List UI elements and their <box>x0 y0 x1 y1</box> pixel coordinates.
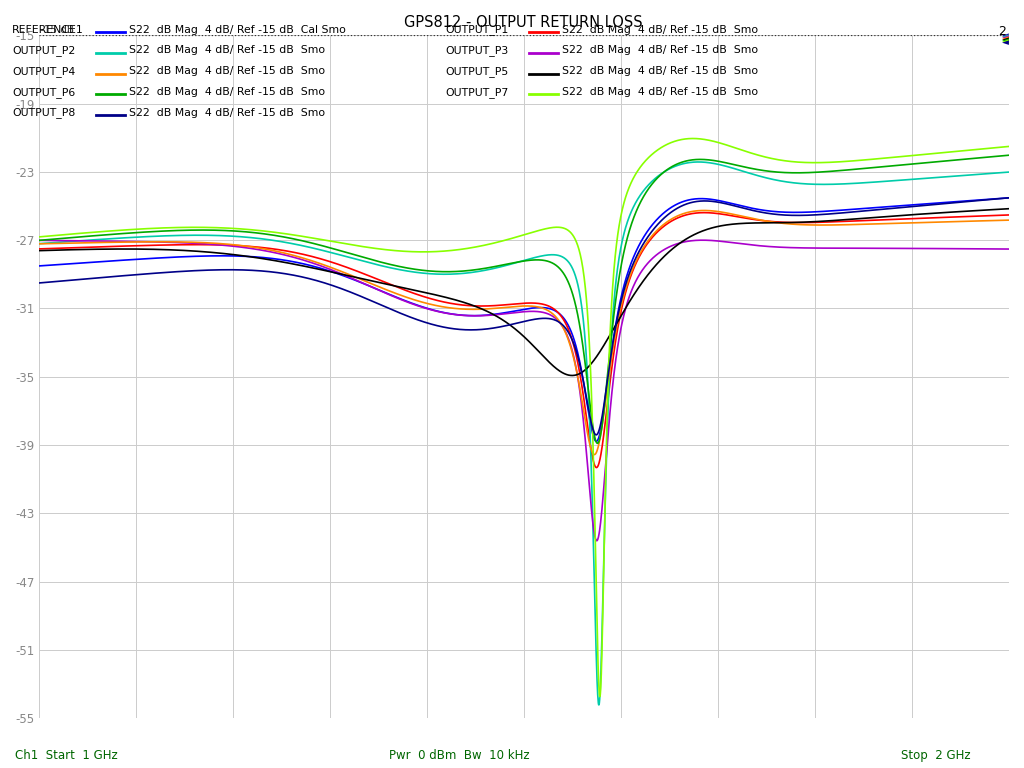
Text: S22  dB Mag  4 dB/ Ref -15 dB  Smo: S22 dB Mag 4 dB/ Ref -15 dB Smo <box>562 66 759 76</box>
Text: S22  dB Mag  4 dB/ Ref -15 dB  Smo: S22 dB Mag 4 dB/ Ref -15 dB Smo <box>129 87 326 97</box>
Text: ◄: ◄ <box>1002 33 1009 42</box>
Text: ◄: ◄ <box>1002 31 1009 41</box>
Text: Pwr  0 dBm  Bw  10 kHz: Pwr 0 dBm Bw 10 kHz <box>389 749 529 762</box>
Text: S22  dB Mag  4 dB/ Ref -15 dB  Cal Smo: S22 dB Mag 4 dB/ Ref -15 dB Cal Smo <box>129 25 346 35</box>
Text: 2: 2 <box>998 25 1007 38</box>
Text: S22  dB Mag  4 dB/ Ref -15 dB  Smo: S22 dB Mag 4 dB/ Ref -15 dB Smo <box>562 25 759 35</box>
Text: ◄: ◄ <box>1002 32 1009 41</box>
Text: OUTPUT_P7: OUTPUT_P7 <box>445 87 509 98</box>
Text: ◄: ◄ <box>1002 31 1009 40</box>
Text: OUTPUT_P6: OUTPUT_P6 <box>12 87 76 98</box>
Text: OUTPUT_P2: OUTPUT_P2 <box>12 45 76 56</box>
Title: GPS812 - OUTPUT RETURN LOSS: GPS812 - OUTPUT RETURN LOSS <box>404 15 643 30</box>
Text: ◄: ◄ <box>1002 36 1009 45</box>
Text: ◄: ◄ <box>1002 35 1009 43</box>
Text: S22  dB Mag  4 dB/ Ref -15 dB  Smo: S22 dB Mag 4 dB/ Ref -15 dB Smo <box>129 66 326 76</box>
Text: REFERENCE1: REFERENCE1 <box>12 25 84 35</box>
Text: OUTPUT_P3: OUTPUT_P3 <box>445 45 509 56</box>
Text: ◄: ◄ <box>1002 37 1009 46</box>
Text: OUTPUT_P4: OUTPUT_P4 <box>12 66 76 77</box>
Text: S22  dB Mag  4 dB/ Ref -15 dB  Smo: S22 dB Mag 4 dB/ Ref -15 dB Smo <box>129 108 326 118</box>
Text: Stop  2 GHz: Stop 2 GHz <box>901 749 971 762</box>
Text: S22  dB Mag  4 dB/ Ref -15 dB  Smo: S22 dB Mag 4 dB/ Ref -15 dB Smo <box>562 45 759 55</box>
Text: ◄: ◄ <box>1002 35 1009 44</box>
Text: OUTPUT_P5: OUTPUT_P5 <box>445 66 509 77</box>
Text: ◄: ◄ <box>1002 38 1009 47</box>
Text: S22  dB Mag  4 dB/ Ref -15 dB  Smo: S22 dB Mag 4 dB/ Ref -15 dB Smo <box>562 87 759 97</box>
Text: S22  dB Mag  4 dB/ Ref -15 dB  Smo: S22 dB Mag 4 dB/ Ref -15 dB Smo <box>129 45 326 55</box>
Text: -15 dB: -15 dB <box>41 25 75 35</box>
Text: Ch1  Start  1 GHz: Ch1 Start 1 GHz <box>15 749 118 762</box>
Text: OUTPUT_P1: OUTPUT_P1 <box>445 25 509 35</box>
Text: OUTPUT_P8: OUTPUT_P8 <box>12 108 76 118</box>
